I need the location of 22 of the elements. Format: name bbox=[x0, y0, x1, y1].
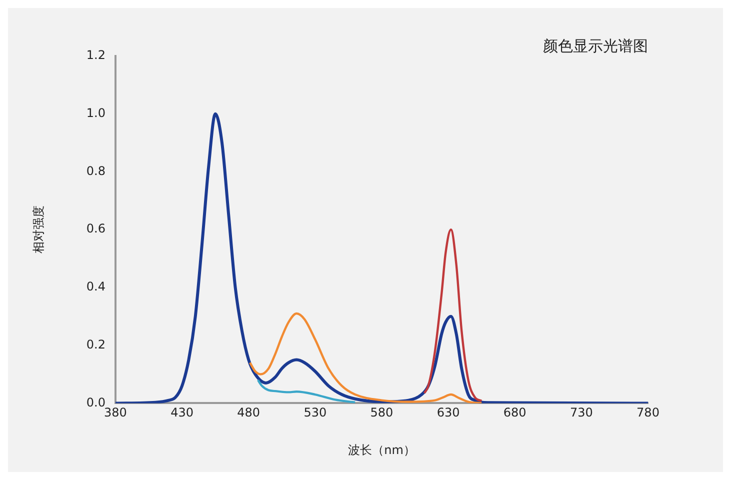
y-tick-label: 0.6 bbox=[86, 222, 106, 236]
line-series bbox=[256, 378, 356, 404]
y-axis-title: 相对强度 bbox=[31, 206, 46, 254]
x-tick-label: 480 bbox=[237, 406, 260, 420]
x-tick-label: 780 bbox=[636, 406, 660, 420]
x-tick-label: 430 bbox=[170, 406, 194, 420]
y-tick-label: 0.0 bbox=[86, 395, 106, 410]
x-tick-label: 580 bbox=[370, 406, 394, 420]
y-tick-label: 0.8 bbox=[86, 164, 106, 178]
y-tick-label: 0.2 bbox=[86, 337, 106, 352]
y-tick-label: 1.0 bbox=[86, 106, 106, 120]
chart-title: 颜色显示光谱图 bbox=[543, 36, 648, 55]
y-tick-label: 1.2 bbox=[86, 48, 106, 62]
y-tick-label: 0.4 bbox=[86, 280, 106, 294]
line-series bbox=[248, 312, 483, 404]
x-tick-label: 380 bbox=[104, 406, 127, 420]
x-axis-title: 波长（nm） bbox=[348, 442, 416, 457]
x-tick-label: 680 bbox=[503, 406, 526, 420]
x-tick-label: 530 bbox=[304, 406, 327, 420]
x-tick-label: 630 bbox=[436, 406, 460, 420]
x-tick-label: 730 bbox=[570, 406, 593, 420]
line-series bbox=[423, 228, 483, 402]
